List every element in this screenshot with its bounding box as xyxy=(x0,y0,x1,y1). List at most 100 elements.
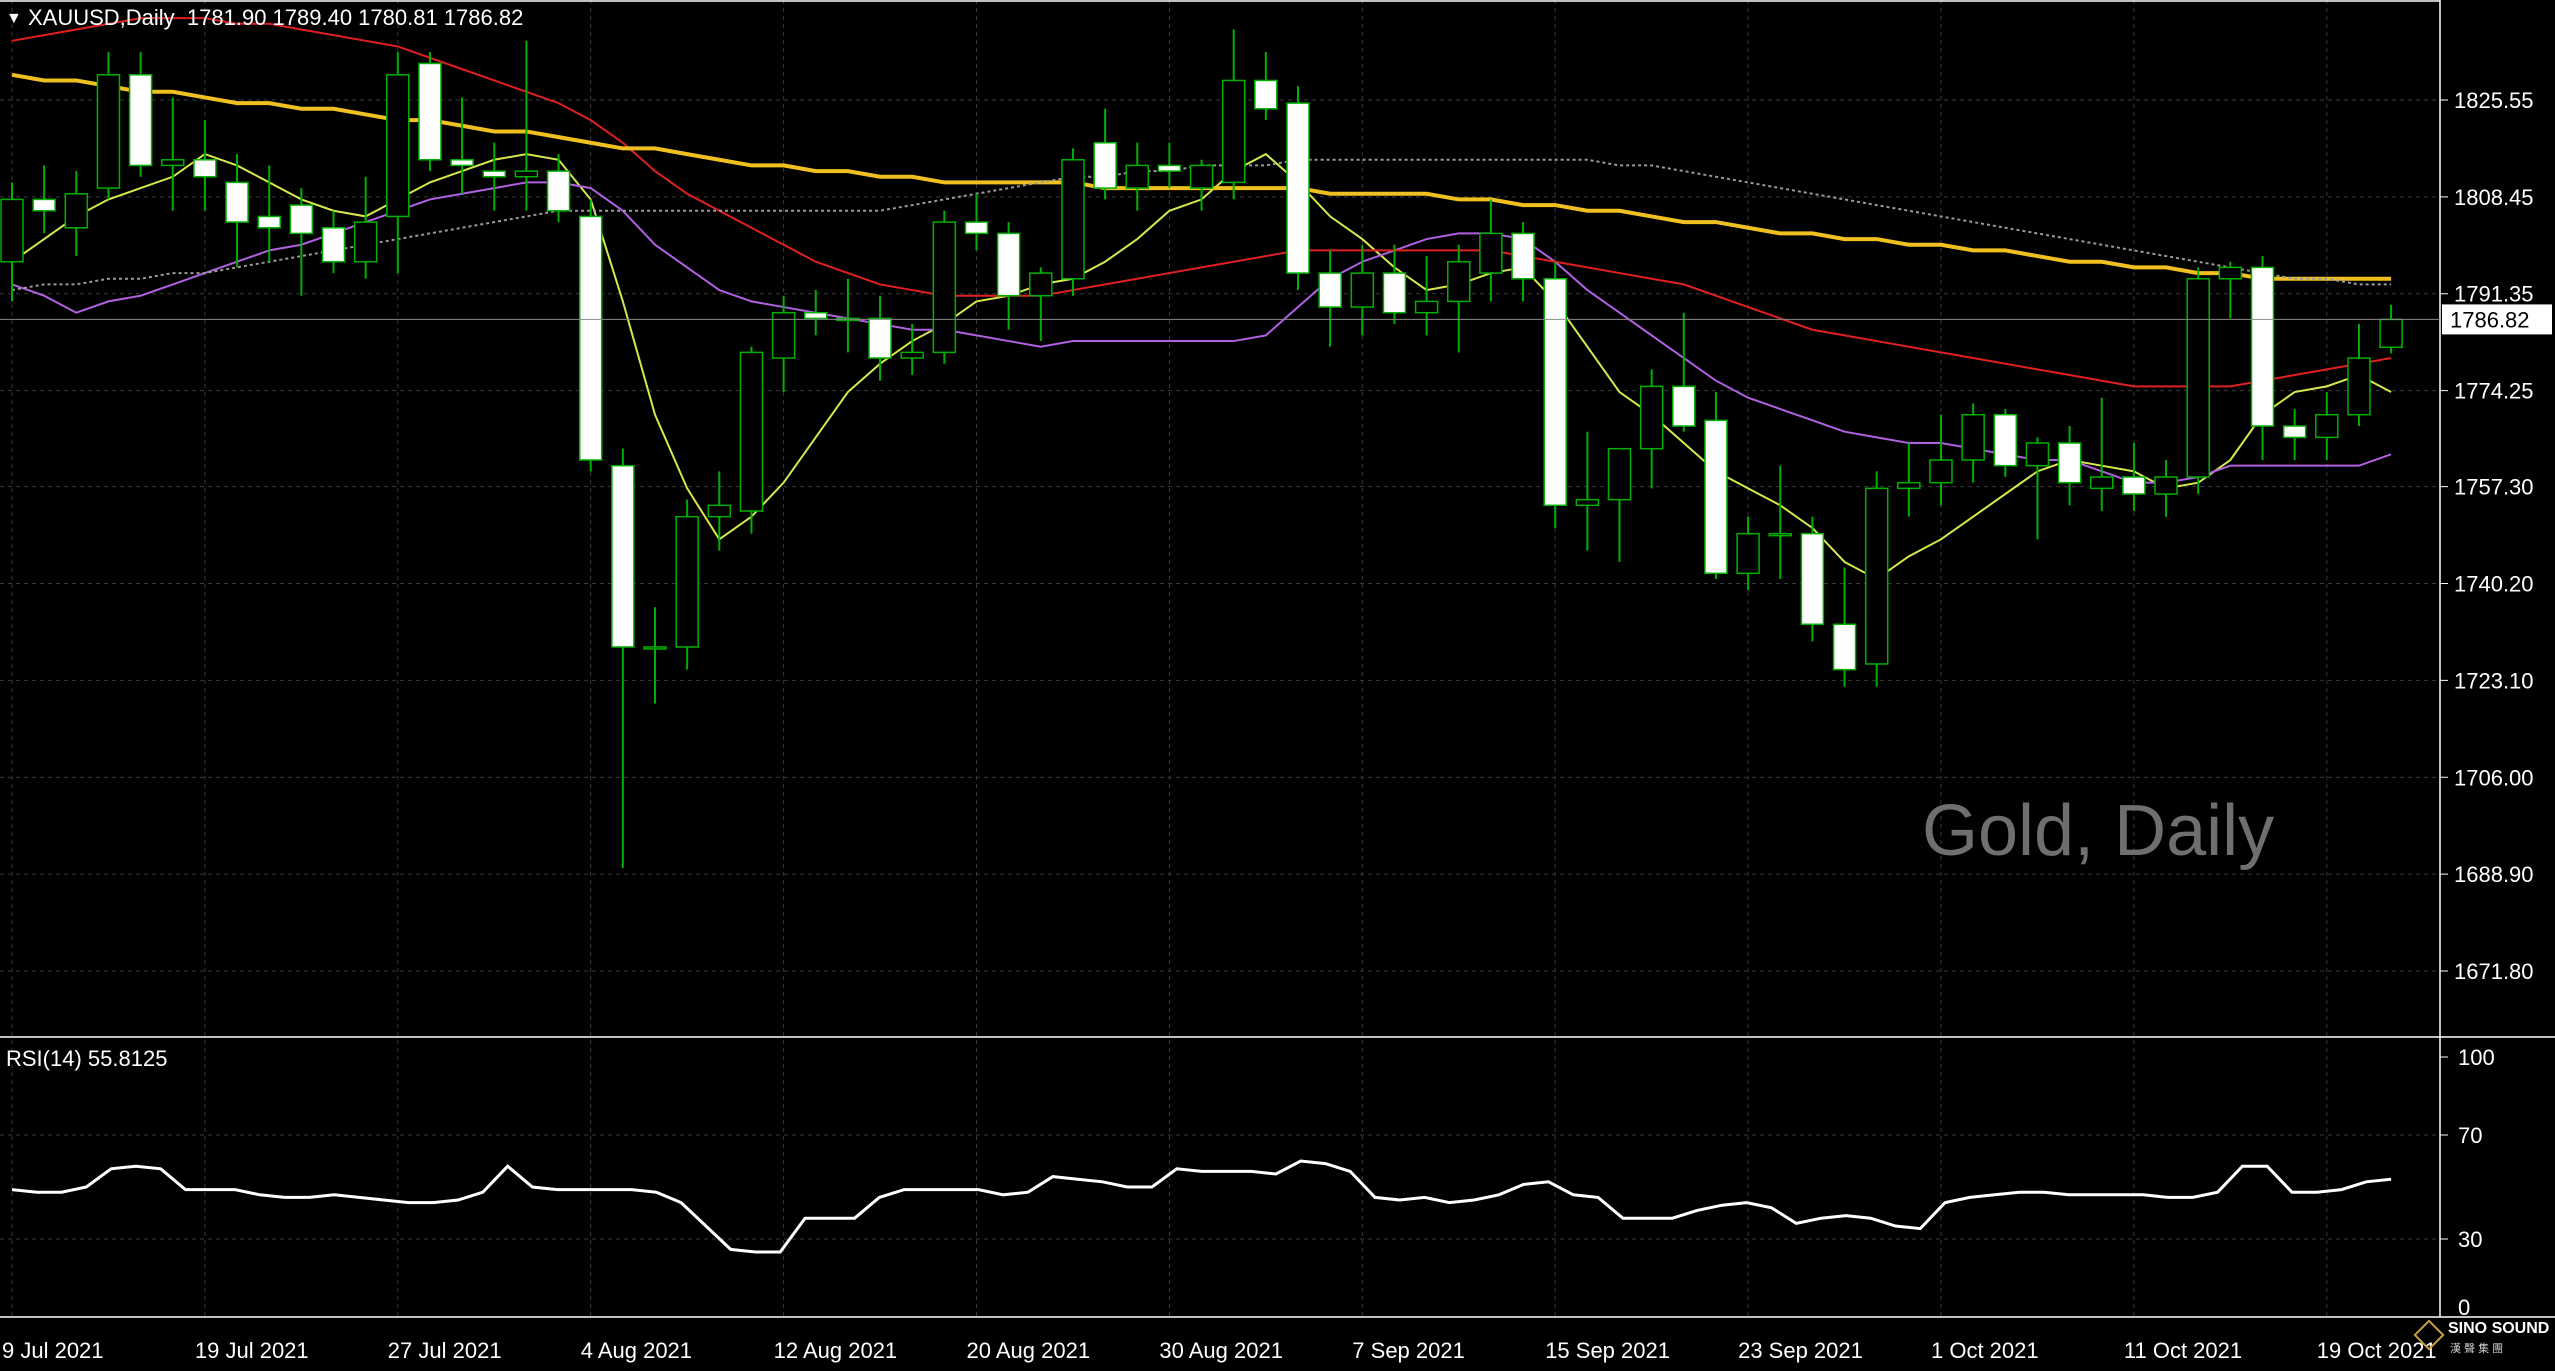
candle-body-bearish xyxy=(1832,623,1857,671)
candle-body-bullish xyxy=(2154,476,2178,495)
candle xyxy=(1061,148,1085,296)
candle-body-bullish xyxy=(1736,532,1760,575)
candle xyxy=(1929,414,1953,506)
candle xyxy=(1639,369,1664,489)
candle-body-bullish xyxy=(643,646,667,650)
candle xyxy=(161,97,185,211)
candle-body-bearish xyxy=(1704,419,1728,575)
candle-body-bearish xyxy=(868,317,892,359)
candle-body-bullish xyxy=(96,74,121,189)
candle-body-bearish xyxy=(611,464,635,648)
candle-body-bullish xyxy=(1639,385,1664,450)
moving-average-line xyxy=(11,152,2392,581)
rsi-panel: 100 70 30 0 xyxy=(11,1045,2495,1320)
candle-body-bullish xyxy=(675,515,699,648)
candle-body-bullish xyxy=(1447,260,1471,303)
candle-body-bearish xyxy=(128,74,153,167)
candle-body-bearish xyxy=(1318,272,1342,308)
rsi-tick-label: 30 xyxy=(2458,1227,2482,1252)
candle xyxy=(2025,437,2050,540)
candle xyxy=(1093,108,1117,200)
y-tick-label: 1791.35 xyxy=(2454,282,2534,307)
candle xyxy=(1447,244,1471,353)
symbol-label: XAUUSD,Daily xyxy=(27,5,175,30)
candle-body-bearish xyxy=(1800,532,1825,626)
candle xyxy=(1961,403,1985,483)
candle-body-bearish xyxy=(578,215,603,461)
candle xyxy=(64,171,89,257)
candle-body-bearish xyxy=(257,215,281,229)
x-tick-label: 27 Jul 2021 xyxy=(388,1338,502,1363)
candle xyxy=(2315,392,2339,461)
rsi-label: RSI(14) 55.8125 xyxy=(6,1046,168,1071)
current-price-tag: 1786.82 xyxy=(0,304,2552,335)
price-axis: 1825.55 1808.45 1791.35 1774.25 1757.30 1740.… xyxy=(2440,88,2534,984)
y-tick-label: 1723.10 xyxy=(2454,668,2534,693)
candle xyxy=(193,120,217,211)
candle-body-bullish xyxy=(2379,318,2403,349)
y-tick-label: 1757.30 xyxy=(2454,475,2534,500)
candle xyxy=(1318,250,1342,347)
candle xyxy=(2090,397,2114,511)
candle-body-bullish xyxy=(1125,164,1149,189)
candle-body-bullish xyxy=(2218,266,2243,280)
candle xyxy=(1768,465,1792,579)
chart-frame xyxy=(0,0,2555,1318)
x-tick-label: 23 Sep 2021 xyxy=(1738,1338,1863,1363)
chart-header: ▼ XAUUSD,Daily 1781.90 1789.40 1780.81 1… xyxy=(6,5,523,31)
chart-grid xyxy=(0,0,2440,1317)
y-tick-label: 1774.25 xyxy=(2454,379,2534,404)
candle xyxy=(1189,159,1214,211)
logo-name: SINO SOUND xyxy=(2448,1320,2550,1337)
candle-body-bearish xyxy=(964,221,989,235)
candle xyxy=(1897,443,1921,517)
candle xyxy=(964,193,989,251)
candle-body-bearish xyxy=(546,170,571,212)
candle xyxy=(128,52,153,177)
rsi-tick-label: 0 xyxy=(2458,1295,2470,1320)
candle xyxy=(836,278,860,353)
candle xyxy=(1286,86,1310,291)
candle-body-bullish xyxy=(739,351,764,512)
candle xyxy=(1157,142,1182,189)
candle xyxy=(1607,447,1632,562)
candle xyxy=(2057,426,2082,506)
candle-body-bullish xyxy=(64,193,89,229)
candle xyxy=(2282,409,2307,461)
candle-body-bullish xyxy=(1607,447,1632,501)
candle xyxy=(1382,244,1407,325)
y-tick-label: 1808.45 xyxy=(2454,185,2534,210)
candle xyxy=(1511,222,1535,302)
candle-body-bullish xyxy=(514,170,539,178)
x-tick-label: 19 Jul 2021 xyxy=(195,1338,309,1363)
x-tick-label: 19 Oct 2021 xyxy=(2317,1338,2437,1363)
moving-average-line xyxy=(11,17,2392,388)
candle-body-bullish xyxy=(1350,272,1375,308)
x-tick-label: 9 Jul 2021 xyxy=(2,1338,104,1363)
rsi-tick-label: 70 xyxy=(2458,1123,2482,1148)
candle xyxy=(578,199,603,472)
candle xyxy=(32,165,56,234)
candle-body-bullish xyxy=(2025,442,2050,467)
y-tick-label: 1825.55 xyxy=(2454,88,2534,113)
candle xyxy=(1736,516,1760,591)
candle-body-bearish xyxy=(482,170,506,178)
x-tick-label: 11 Oct 2021 xyxy=(2124,1338,2242,1363)
candle xyxy=(1350,244,1375,336)
candle-body-bearish xyxy=(32,198,56,212)
candle xyxy=(1575,431,1600,551)
candle-body-bearish xyxy=(450,159,474,167)
candle xyxy=(611,448,635,868)
candle-body-bearish xyxy=(2057,442,2082,484)
candle xyxy=(450,97,474,194)
candle-body-bearish xyxy=(1543,277,1567,507)
triangle-down-icon[interactable]: ▼ xyxy=(6,10,22,27)
candle xyxy=(771,295,796,393)
candle-body-bullish xyxy=(707,504,732,518)
candle xyxy=(868,295,892,381)
candle xyxy=(546,154,571,223)
candle-body-bearish xyxy=(1382,272,1407,314)
candle-body-bullish xyxy=(2186,277,2210,478)
candle-body-bullish xyxy=(1897,481,1921,490)
